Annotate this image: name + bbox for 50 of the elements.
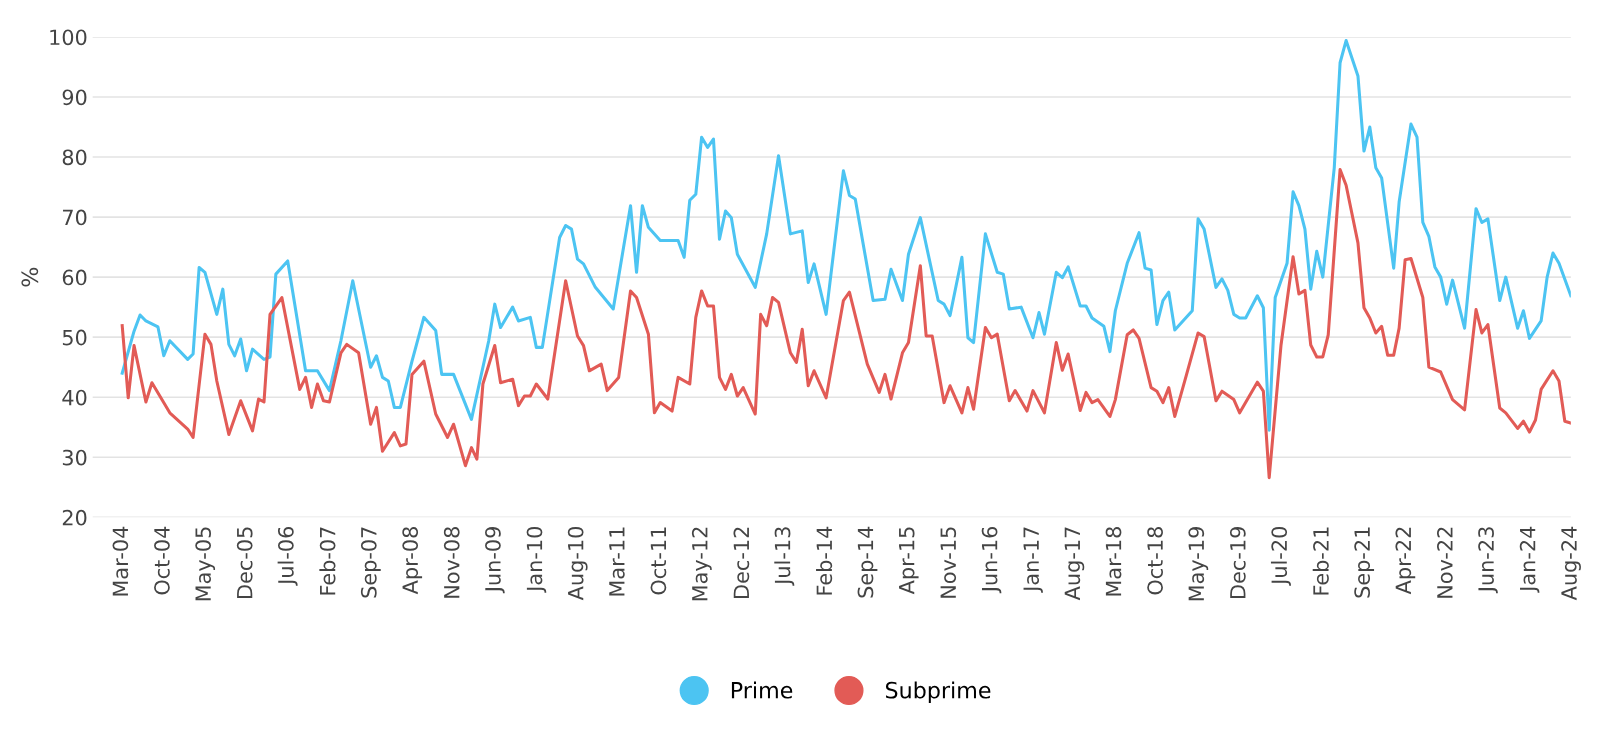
x-tick-label: Aug-10 [567,527,588,601]
y-tick-label: 20 [62,509,87,526]
x-tick-label: Jun-23 [1478,527,1498,594]
x-tick-label: Jan-24 [1519,526,1540,593]
x-tick-label: Feb-21 [1312,527,1329,595]
legend-label: Prime [731,681,793,699]
y-tick-label: 30 [62,449,87,466]
x-tick-label: May-12 [691,527,712,601]
y-tick-label: 70 [63,209,87,226]
x-tick-label: Apr-15 [899,527,919,595]
x-tick-label: May-05 [195,527,216,601]
x-tick-label: Sep-07 [360,527,381,598]
x-tick-label: Dec-05 [236,527,253,598]
x-tick-label: Sep-14 [857,526,878,598]
y-tick-label: 60 [62,269,87,286]
y-tick-label: 100 [50,29,87,46]
y-tick-label: 80 [62,149,87,166]
y-tick-label: 50 [62,329,87,346]
x-tick-label: Mar-04 [112,526,129,596]
x-tick-label: Aug-17 [1064,527,1085,601]
x-tick-label: Feb-14 [816,526,833,595]
x-tick-label: Oct-04 [154,526,170,595]
x-tick-label: Feb-07 [319,527,336,595]
x-tick-label: Dec-19 [1229,527,1246,598]
x-tick-label: Jan-10 [526,527,547,593]
line-series [120,168,1571,480]
x-tick-label: Jun-16 [981,526,1002,594]
y-axis-title: % [21,267,39,287]
x-tick-label: May-19 [1188,527,1209,601]
x-tick-label: Nov-22 [1437,527,1453,598]
x-tick-label: Apr-08 [402,527,423,595]
x-tick-label: Sep-21 [1354,527,1375,598]
x-tick-label: Jan-17 [1023,527,1043,593]
x-tick-label: Jul-20 [1270,527,1291,586]
x-tick-label: Dec-12 [733,527,750,598]
y-tick-label: 90 [62,89,87,106]
line-series [120,39,1571,432]
x-tick-label: Mar-11 [609,527,625,596]
x-tick-label: Mar-18 [1105,527,1122,596]
x-tick-label: Jul-06 [277,526,298,586]
x-tick-label: Oct-18 [1147,527,1163,595]
x-tick-label: Nov-15 [940,527,957,598]
x-tick-label: Aug-24 [1561,526,1581,601]
x-tick-label: Apr-22 [1395,527,1416,595]
x-tick-label: Jun-09 [485,527,505,594]
x-tick-label: Jul-13 [774,527,795,586]
y-tick-label: 40 [62,389,87,406]
legend-label: Subprime [885,681,991,703]
x-tick-label: Nov-08 [443,527,460,598]
x-tick-label: Oct-11 [650,527,667,595]
